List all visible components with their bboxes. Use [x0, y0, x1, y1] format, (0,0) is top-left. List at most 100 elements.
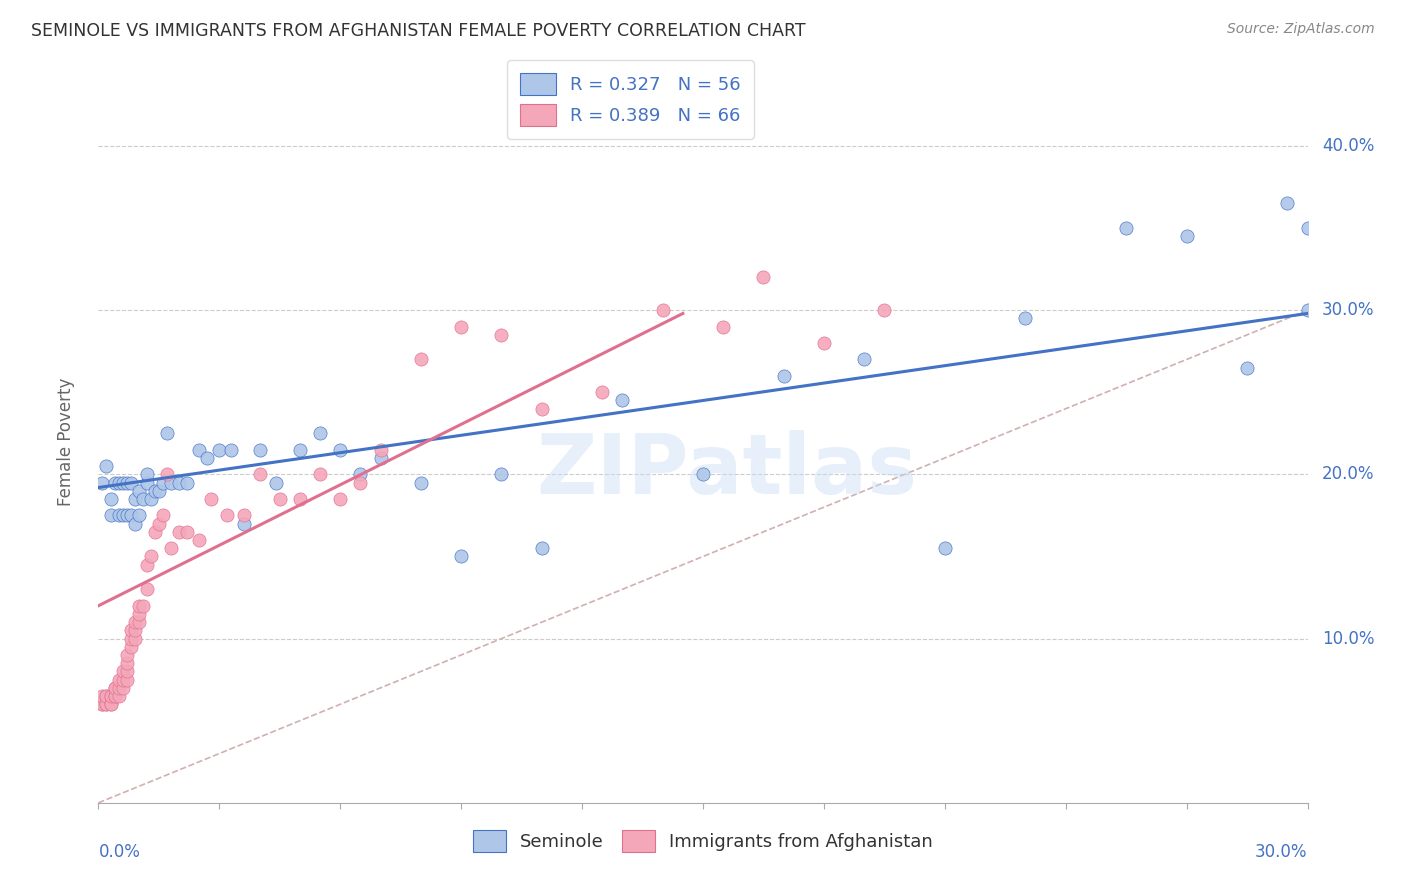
Point: [934, 541, 956, 556]
Point: [692, 467, 714, 482]
Point: [143, 483, 166, 498]
Point: [349, 467, 371, 482]
Point: [349, 475, 371, 490]
Point: [450, 319, 472, 334]
Point: [128, 599, 150, 613]
Point: [100, 689, 122, 703]
Point: [221, 442, 243, 457]
Point: [491, 467, 513, 482]
Point: [156, 467, 179, 482]
Point: [96, 689, 118, 703]
Text: 20.0%: 20.0%: [1322, 466, 1375, 483]
Point: [91, 689, 114, 703]
Point: [120, 624, 142, 638]
Text: ZIPatlas: ZIPatlas: [537, 430, 918, 511]
Point: [269, 491, 291, 506]
Point: [103, 681, 125, 695]
Legend: Seminole, Immigrants from Afghanistan: Seminole, Immigrants from Afghanistan: [465, 822, 941, 859]
Point: [115, 673, 138, 687]
Point: [148, 483, 170, 498]
Point: [208, 442, 231, 457]
Point: [115, 657, 138, 671]
Point: [128, 483, 150, 498]
Point: [711, 319, 734, 334]
Point: [132, 599, 155, 613]
Point: [370, 450, 392, 465]
Point: [1236, 360, 1258, 375]
Point: [309, 426, 332, 441]
Point: [160, 475, 183, 490]
Point: [530, 401, 553, 416]
Point: [107, 681, 129, 695]
Point: [591, 385, 613, 400]
Point: [772, 368, 794, 383]
Point: [100, 689, 122, 703]
Point: [139, 491, 162, 506]
Point: [232, 508, 254, 523]
Point: [115, 648, 138, 662]
Point: [96, 698, 118, 712]
Point: [111, 508, 134, 523]
Point: [128, 508, 150, 523]
Point: [152, 508, 174, 523]
Point: [651, 303, 673, 318]
Point: [103, 689, 125, 703]
Point: [491, 327, 513, 342]
Point: [530, 541, 553, 556]
Point: [329, 491, 352, 506]
Point: [1296, 221, 1319, 235]
Point: [91, 475, 114, 490]
Point: [167, 524, 190, 539]
Point: [91, 698, 114, 712]
Point: [813, 336, 835, 351]
Point: [111, 681, 134, 695]
Point: [107, 475, 129, 490]
Point: [111, 673, 134, 687]
Point: [103, 681, 125, 695]
Point: [160, 541, 183, 556]
Point: [124, 491, 146, 506]
Point: [100, 698, 122, 712]
Point: [115, 508, 138, 523]
Point: [148, 516, 170, 531]
Point: [288, 491, 311, 506]
Point: [853, 352, 876, 367]
Point: [132, 491, 155, 506]
Point: [1277, 196, 1299, 211]
Point: [128, 615, 150, 630]
Point: [167, 475, 190, 490]
Point: [115, 475, 138, 490]
Point: [156, 426, 179, 441]
Point: [232, 516, 254, 531]
Point: [152, 475, 174, 490]
Point: [120, 508, 142, 523]
Point: [96, 689, 118, 703]
Point: [135, 582, 157, 597]
Point: [143, 524, 166, 539]
Point: [176, 524, 198, 539]
Text: 0.0%: 0.0%: [98, 843, 141, 861]
Point: [176, 475, 198, 490]
Point: [103, 475, 125, 490]
Text: 10.0%: 10.0%: [1322, 630, 1375, 648]
Point: [370, 442, 392, 457]
Point: [100, 698, 122, 712]
Point: [124, 516, 146, 531]
Point: [1014, 311, 1036, 326]
Point: [96, 698, 118, 712]
Point: [103, 689, 125, 703]
Point: [249, 467, 271, 482]
Point: [124, 624, 146, 638]
Point: [107, 508, 129, 523]
Point: [1296, 303, 1319, 318]
Y-axis label: Female Poverty: Female Poverty: [56, 377, 75, 506]
Text: SEMINOLE VS IMMIGRANTS FROM AFGHANISTAN FEMALE POVERTY CORRELATION CHART: SEMINOLE VS IMMIGRANTS FROM AFGHANISTAN …: [31, 22, 806, 40]
Point: [450, 549, 472, 564]
Point: [120, 632, 142, 646]
Point: [135, 475, 157, 490]
Text: 40.0%: 40.0%: [1322, 137, 1375, 155]
Point: [96, 459, 118, 474]
Point: [135, 467, 157, 482]
Point: [1175, 229, 1198, 244]
Text: 30.0%: 30.0%: [1256, 843, 1308, 861]
